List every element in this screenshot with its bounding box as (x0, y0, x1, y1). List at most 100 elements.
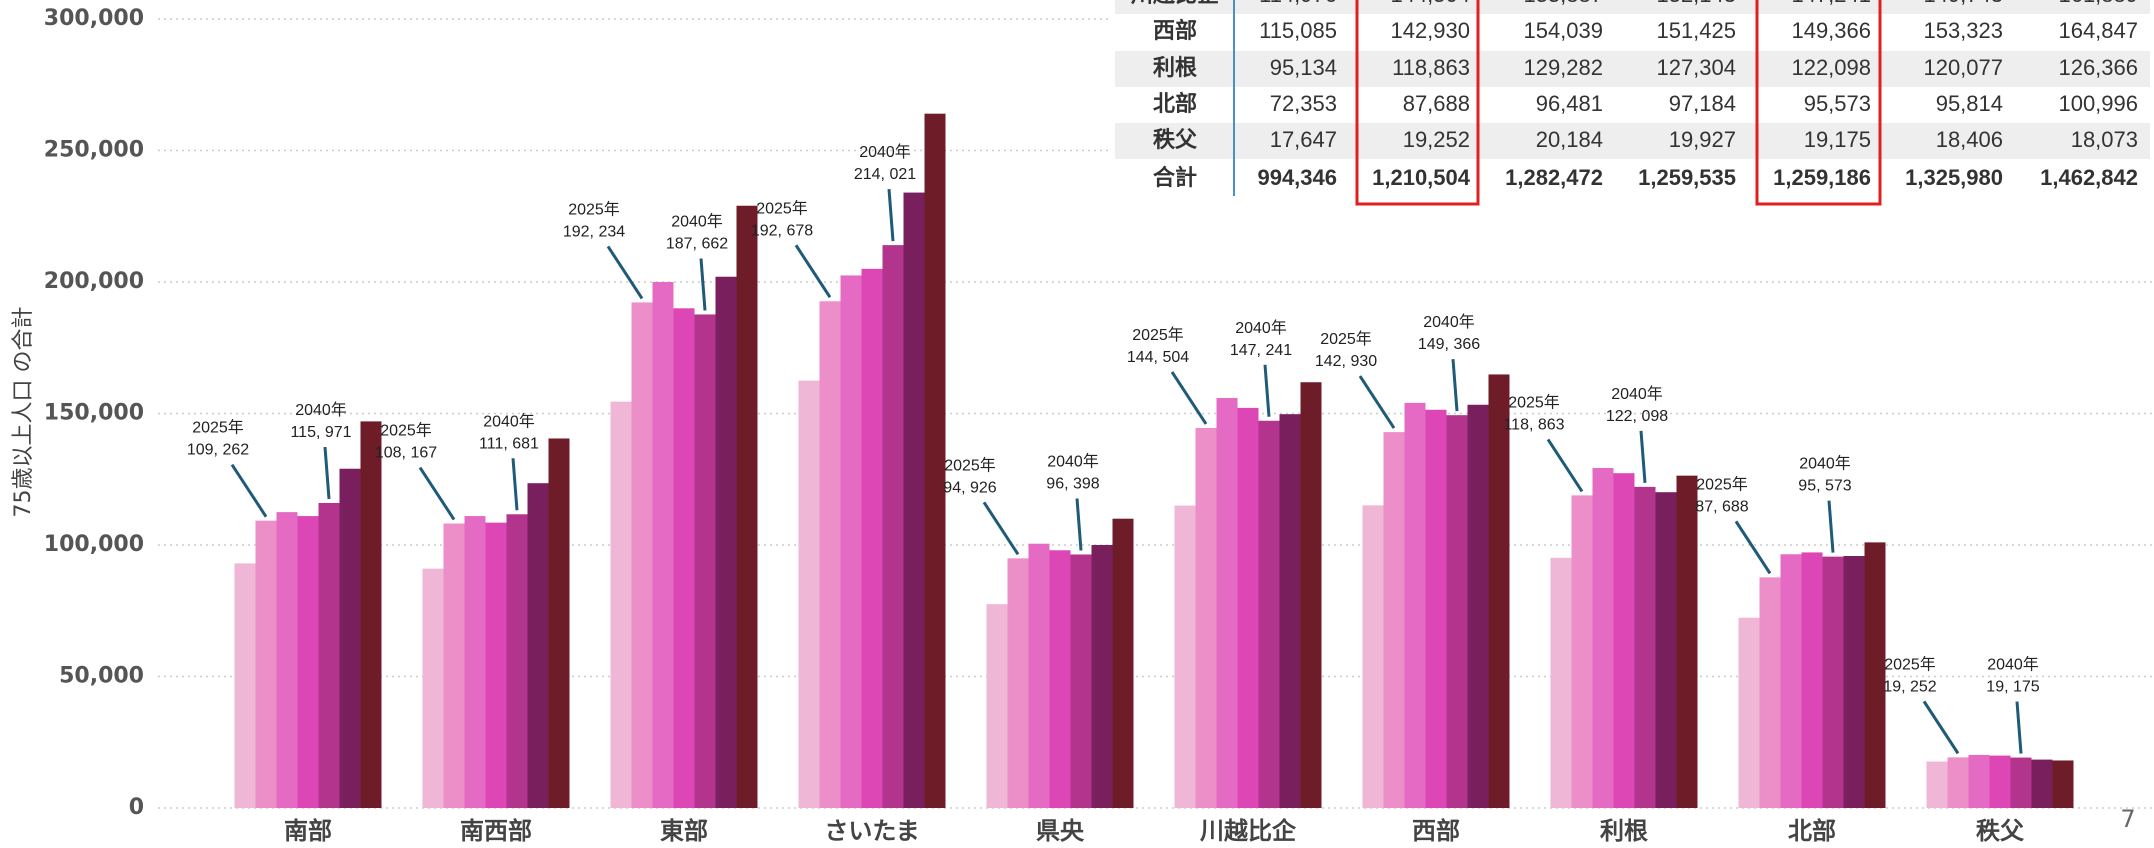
x-tick-label: 利根 (1600, 817, 1648, 845)
annotation: 2040年 122, 098 (1606, 385, 1668, 425)
table-cell: 127,304 (1656, 55, 1736, 80)
bar (1989, 755, 2011, 808)
x-tick-label: 東部 (660, 817, 708, 845)
x-tick-label: 川越比企 (1200, 817, 1297, 845)
bar (610, 401, 632, 808)
y-tick-label: 50,000 (59, 664, 144, 689)
table-cell: 118,863 (1392, 55, 1470, 80)
bar (1843, 556, 1865, 808)
annotation: 2025年 118, 863 (1503, 394, 1564, 434)
leader-line (794, 244, 832, 299)
bar (297, 516, 319, 808)
bar (443, 523, 465, 808)
leader-line (2015, 701, 2023, 754)
highlight-box (1355, 0, 1480, 206)
leader-line (511, 458, 519, 511)
bar (506, 514, 528, 808)
annotation: 2040年 115, 971 (290, 401, 351, 441)
table-cell: 154,039 (1523, 18, 1603, 43)
bar (1655, 492, 1677, 808)
bar (318, 502, 340, 808)
bar (1007, 558, 1029, 808)
bar (1070, 554, 1092, 808)
table-cell: 96,481 (1536, 91, 1603, 116)
bar (1195, 427, 1217, 808)
annotation: 2040年 187, 662 (666, 213, 728, 253)
bar (715, 276, 737, 808)
annotation: 2040年 111, 681 (479, 412, 539, 452)
bar (1237, 407, 1259, 808)
leader-line (230, 463, 268, 518)
bar (548, 438, 570, 808)
table-cell: 18,073 (2071, 127, 2138, 152)
bar (339, 468, 361, 808)
bar (652, 282, 674, 808)
annotation: 2025年 19, 252 (1883, 656, 1936, 696)
bar (631, 302, 653, 808)
leader-line (323, 446, 331, 500)
table-cell: 18,406 (1936, 127, 2003, 152)
bar (422, 568, 444, 808)
table-cell: 120,077 (1923, 55, 2003, 80)
bar (1864, 542, 1886, 808)
y-axis-label: 75歳以上人口 の合計 (11, 307, 36, 518)
annotation: 2040年 214, 021 (854, 143, 916, 183)
table-row-band (1115, 51, 2150, 87)
bar (986, 604, 1008, 808)
x-tick-label: 西部 (1412, 817, 1460, 845)
bar (1947, 757, 1969, 808)
table-cell: 95,134 (1270, 55, 1337, 80)
leader-line (1358, 375, 1396, 429)
bar (736, 205, 758, 809)
table-cell: 155,887 (1523, 0, 1603, 7)
table-cell: 144,504 (1390, 0, 1470, 7)
x-tick-label: 北部 (1788, 817, 1836, 845)
page-number: 7 (2120, 805, 2135, 833)
y-tick-label: 300,000 (44, 6, 144, 31)
bar (1634, 486, 1656, 808)
leader-line (606, 245, 644, 300)
annotation: 2025年 87, 688 (1695, 476, 1748, 516)
bar (1488, 374, 1510, 808)
x-tick-label: 秩父 (1976, 817, 2025, 845)
table-cell: 97,184 (1669, 91, 1736, 116)
table-cell: 北部 (1153, 91, 1197, 116)
y-tick-label: 250,000 (44, 138, 144, 163)
table-cell: 126,366 (2058, 55, 2138, 80)
bar (527, 483, 549, 808)
table-cell: 100,996 (2058, 91, 2138, 116)
leader-line (887, 189, 895, 242)
bar (1926, 761, 1948, 808)
y-tick-label: 200,000 (44, 269, 144, 294)
bar (694, 314, 716, 808)
table-cell: 1,462,842 (2040, 165, 2138, 190)
bar (1174, 505, 1196, 808)
table-cell: 秩父 (1153, 127, 1198, 152)
table-cell: 17,647 (1270, 127, 1337, 152)
bar (1216, 398, 1238, 808)
table-cell: 1,325,980 (1905, 165, 2003, 190)
table-background (1110, 0, 2154, 206)
x-tick-label: 南部 (284, 817, 332, 845)
bar (1467, 404, 1489, 808)
annotation: 2040年 147, 241 (1230, 319, 1292, 359)
table-cell: 122,098 (1791, 55, 1871, 80)
leader-line (1170, 371, 1208, 425)
annotation: 2025年 192, 678 (751, 199, 813, 239)
bar (1112, 518, 1134, 808)
table-cell: 115,085 (1259, 18, 1337, 43)
bar (485, 522, 507, 808)
leader-line (1734, 520, 1772, 575)
bar (1550, 557, 1572, 808)
leader-line (1451, 359, 1459, 412)
annotation: 2025年 109, 262 (187, 419, 249, 459)
y-tick-label: 100,000 (44, 532, 144, 557)
annotation: 2025年 144, 504 (1127, 326, 1189, 366)
y-tick-label: 150,000 (44, 401, 144, 426)
table-cell: 20,184 (1536, 127, 1603, 152)
bar (1404, 402, 1426, 808)
bar (2010, 757, 2032, 808)
annotation: 2040年 95, 573 (1798, 455, 1851, 495)
x-tick-label: 県央 (1036, 817, 1085, 845)
